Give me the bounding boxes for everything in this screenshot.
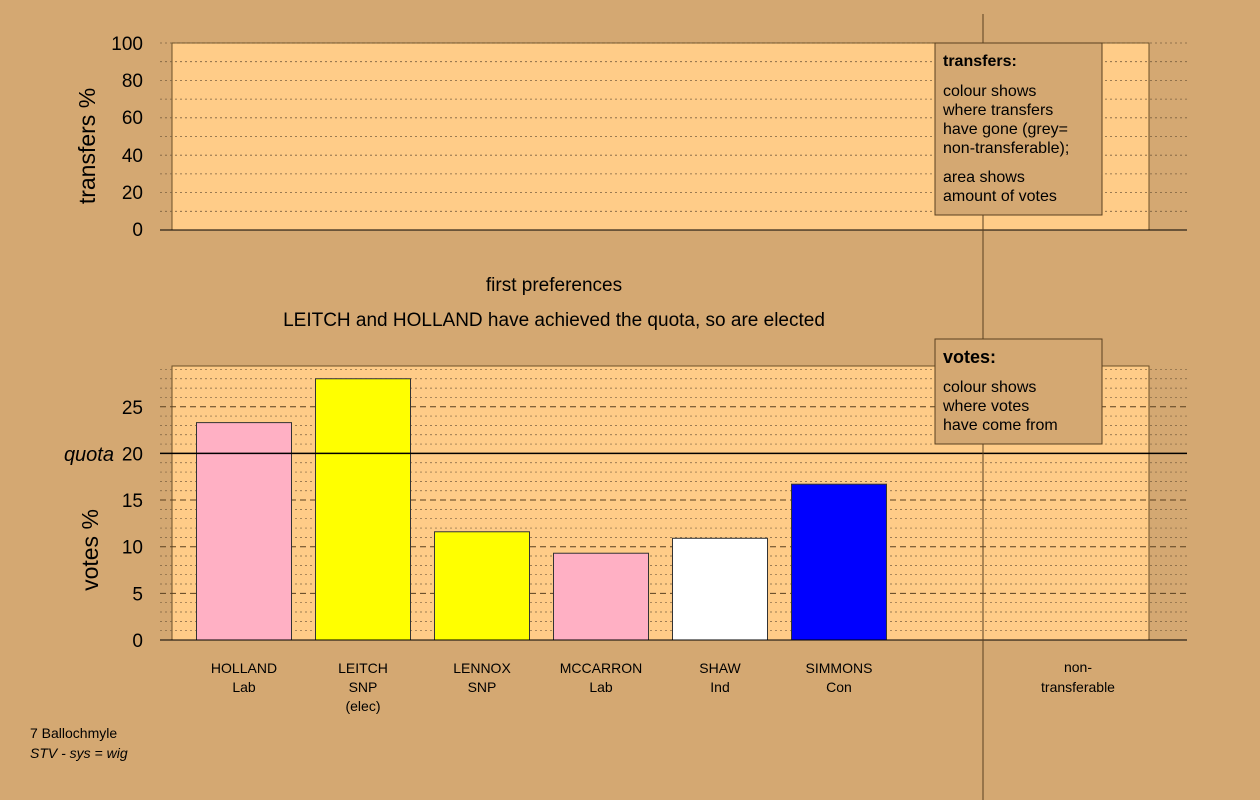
candidate-name: SHAW bbox=[699, 660, 741, 676]
votes-tick-label: 25 bbox=[122, 398, 143, 419]
transfers-legend-line: colour shows bbox=[943, 83, 1036, 100]
transfers-tick-label: 0 bbox=[132, 220, 143, 241]
candidate-party: Lab bbox=[232, 679, 256, 695]
transfers-legend-line: non-transferable); bbox=[943, 140, 1069, 157]
candidate-name: LENNOX bbox=[453, 660, 511, 676]
votes-panel: 0 5 10 15 20 25 quota votes % HOLLAND Lab LEITC… bbox=[64, 365, 1187, 714]
candidate-name: MCCARRON bbox=[560, 660, 642, 676]
bar-shaw bbox=[672, 537, 768, 641]
candidate-name: LEITCH bbox=[338, 660, 388, 676]
votes-tick-label: 0 bbox=[132, 631, 143, 652]
transfers-legend-line: have gone (grey= bbox=[943, 121, 1068, 138]
votes-tick-labels: 0 5 10 15 20 25 bbox=[122, 398, 143, 652]
bar-leitch bbox=[315, 378, 411, 641]
bar-lennox bbox=[434, 531, 530, 641]
transfers-legend-box bbox=[934, 42, 1103, 216]
votes-legend-line: colour shows bbox=[943, 379, 1036, 396]
non-transferable-label-line2: transferable bbox=[1041, 679, 1115, 695]
bar-holland bbox=[196, 422, 292, 641]
transfers-tick-label: 40 bbox=[122, 146, 143, 167]
candidate-name: HOLLAND bbox=[211, 660, 277, 676]
votes-legend-title: votes: bbox=[943, 347, 996, 367]
votes-bars bbox=[196, 378, 887, 641]
transfers-legend-line: area shows bbox=[943, 169, 1025, 186]
stage-title: first preferences bbox=[486, 275, 622, 296]
candidate-party: Con bbox=[826, 679, 852, 695]
candidate-party: SNP bbox=[468, 679, 497, 695]
votes-tick-label: 20 bbox=[122, 444, 143, 465]
bar-simmons bbox=[791, 483, 887, 641]
ward-name: 7 Ballochmyle bbox=[30, 725, 117, 741]
stage-subtitle: LEITCH and HOLLAND have achieved the quo… bbox=[283, 310, 825, 331]
non-transferable-label-line1: non- bbox=[1064, 659, 1092, 675]
candidate-party: SNP bbox=[349, 679, 378, 695]
quota-label: quota bbox=[64, 444, 114, 466]
transfers-legend-line: amount of votes bbox=[943, 188, 1057, 205]
transfers-tick-label: 60 bbox=[122, 108, 143, 129]
transfers-legend: transfers: colour shows where transfers … bbox=[934, 42, 1103, 216]
votes-tick-label: 5 bbox=[132, 584, 143, 605]
transfers-tick-label: 80 bbox=[122, 71, 143, 92]
transfers-tick-label: 100 bbox=[111, 34, 143, 55]
votes-tick-label: 15 bbox=[122, 491, 143, 512]
votes-tick-label: 10 bbox=[122, 538, 143, 559]
voting-system: STV - sys = wig bbox=[30, 745, 128, 761]
candidate-labels: HOLLAND Lab LEITCH SNP (elec) LENNOX SNP MCCARR… bbox=[211, 660, 873, 714]
candidate-party: Lab bbox=[589, 679, 613, 695]
bar-mccarron bbox=[553, 552, 649, 641]
transfers-legend-title: transfers: bbox=[943, 53, 1017, 70]
votes-legend-box bbox=[934, 338, 1103, 445]
transfers-axis-label: transfers % bbox=[74, 88, 100, 204]
candidate-party: Ind bbox=[710, 679, 729, 695]
transfers-tick-label: 20 bbox=[122, 183, 143, 204]
votes-legend-line: where votes bbox=[942, 398, 1029, 415]
transfers-tick-labels: 0 20 40 60 80 100 bbox=[111, 34, 143, 241]
candidate-status: (elec) bbox=[345, 698, 380, 714]
votes-legend: votes: colour shows where votes have com… bbox=[934, 338, 1103, 445]
votes-legend-line: have come from bbox=[943, 417, 1058, 434]
transfers-legend-line: where transfers bbox=[942, 102, 1053, 119]
votes-axis-label: votes % bbox=[77, 509, 103, 591]
candidate-name: SIMMONS bbox=[806, 660, 873, 676]
